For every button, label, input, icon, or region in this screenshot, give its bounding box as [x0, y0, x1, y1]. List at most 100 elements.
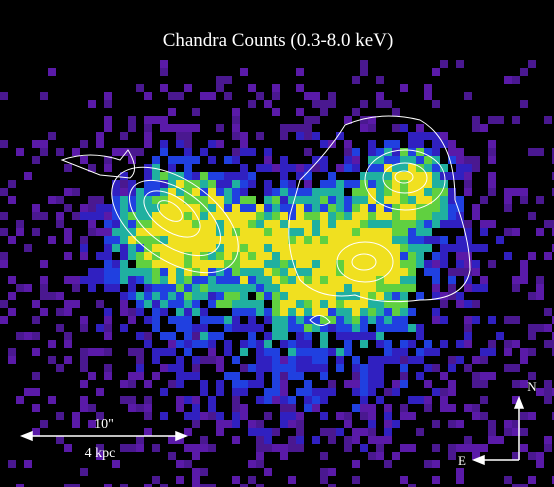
count-pixel [288, 188, 296, 196]
count-pixel [352, 260, 360, 268]
count-pixel [168, 180, 176, 188]
count-pixel [160, 244, 168, 252]
count-pixel [424, 404, 432, 412]
count-pixel [424, 460, 432, 468]
count-pixel [424, 380, 432, 388]
count-pixel [512, 276, 520, 284]
count-pixel [432, 260, 440, 268]
count-pixel [40, 284, 48, 292]
count-pixel [144, 132, 152, 140]
count-pixel [176, 260, 184, 268]
count-pixel [504, 188, 512, 196]
count-pixel [248, 276, 256, 284]
count-pixel [312, 388, 320, 396]
count-pixel [376, 220, 384, 228]
count-pixel [184, 140, 192, 148]
count-pixel [336, 132, 344, 140]
count-pixel [432, 156, 440, 164]
count-pixel [152, 156, 160, 164]
count-pixel [256, 340, 264, 348]
count-pixel [392, 380, 400, 388]
arrow-head [19, 430, 33, 442]
count-pixel [408, 252, 416, 260]
count-pixel [328, 188, 336, 196]
count-pixel [408, 172, 416, 180]
count-pixel [344, 300, 352, 308]
count-pixel [224, 92, 232, 100]
count-pixel [80, 468, 88, 476]
count-pixel [264, 236, 272, 244]
count-pixel [336, 324, 344, 332]
count-pixel [184, 124, 192, 132]
count-pixel [424, 220, 432, 228]
count-pixel [352, 276, 360, 284]
count-pixel [336, 244, 344, 252]
count-pixel [320, 268, 328, 276]
count-pixel [336, 428, 344, 436]
count-pixel [160, 236, 168, 244]
count-pixel [392, 452, 400, 460]
count-pixel [336, 412, 344, 420]
count-pixel [536, 276, 544, 284]
count-pixel [480, 372, 488, 380]
count-pixel [392, 300, 400, 308]
count-pixel [368, 164, 376, 172]
count-pixel [528, 212, 536, 220]
count-pixel [464, 92, 472, 100]
count-pixel [152, 180, 160, 188]
count-pixel [216, 276, 224, 284]
count-pixel [264, 340, 272, 348]
count-pixel [320, 244, 328, 252]
count-pixel [208, 292, 216, 300]
count-pixel [344, 252, 352, 260]
count-pixel [400, 404, 408, 412]
count-pixel [216, 220, 224, 228]
count-pixel [512, 316, 520, 324]
count-pixel [536, 228, 544, 236]
count-pixel [464, 332, 472, 340]
count-pixel [480, 124, 488, 132]
count-pixel [136, 268, 144, 276]
count-pixel [272, 316, 280, 324]
count-pixel [544, 380, 552, 388]
count-pixel [184, 396, 192, 404]
count-pixel [200, 468, 208, 476]
count-pixel [320, 156, 328, 164]
count-pixel [408, 132, 416, 140]
count-pixel [264, 148, 272, 156]
count-pixel [144, 236, 152, 244]
count-pixel [384, 100, 392, 108]
count-pixel [552, 388, 554, 396]
count-pixel [288, 340, 296, 348]
count-pixel [552, 156, 554, 164]
count-pixel [312, 348, 320, 356]
count-pixel [216, 140, 224, 148]
count-pixel [472, 156, 480, 164]
count-pixel [240, 300, 248, 308]
count-pixel [120, 148, 128, 156]
count-pixel [288, 180, 296, 188]
count-pixel [272, 364, 280, 372]
count-pixel [0, 140, 8, 148]
count-pixel [312, 156, 320, 164]
count-pixel [16, 484, 24, 487]
count-pixel [320, 452, 328, 460]
count-pixel [256, 420, 264, 428]
count-pixel [168, 124, 176, 132]
count-pixel [472, 300, 480, 308]
count-pixel [408, 276, 416, 284]
contour [111, 166, 239, 274]
count-pixel [176, 212, 184, 220]
count-pixel [224, 196, 232, 204]
count-pixel [144, 92, 152, 100]
count-pixel [56, 324, 64, 332]
count-pixel [192, 356, 200, 364]
count-pixel [272, 220, 280, 228]
count-pixel [304, 148, 312, 156]
count-pixel [104, 260, 112, 268]
count-pixel [192, 276, 200, 284]
count-pixel [264, 212, 272, 220]
count-pixel [240, 228, 248, 236]
count-pixel [272, 300, 280, 308]
count-pixel [392, 260, 400, 268]
